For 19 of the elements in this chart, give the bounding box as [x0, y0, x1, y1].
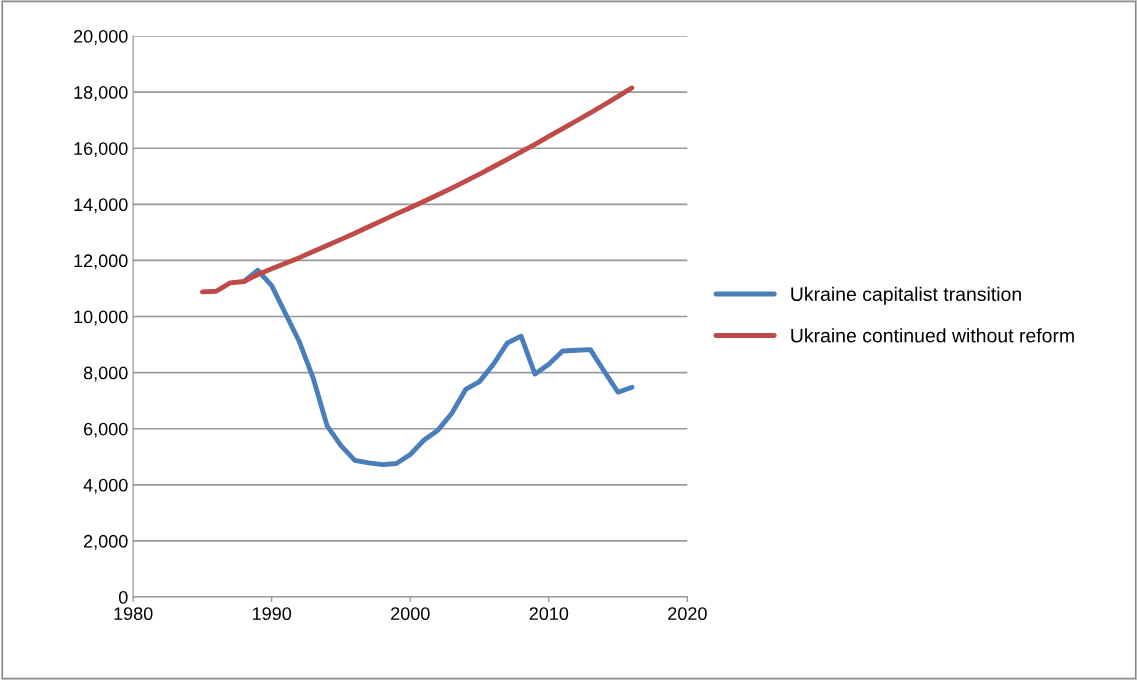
y-tick-label: 18,000 — [74, 86, 128, 101]
y-tick-label: 4,000 — [83, 478, 128, 494]
y-tick-label: 2,000 — [84, 534, 128, 550]
y-tick-label: 20,000 — [73, 29, 128, 45]
y-tick-label: 14,000 — [74, 198, 128, 214]
x-tick-label: 2020 — [668, 607, 707, 621]
x-tick-label: 2000 — [391, 607, 430, 621]
line-series — [199, 85, 635, 295]
y-tick-label: 12,000 — [74, 254, 128, 270]
y-tick-label: 6,000 — [84, 422, 128, 438]
legend-label: Ukraine continued without reform — [791, 328, 1074, 343]
y-tick-label: 16,000 — [74, 142, 128, 158]
x-tick-label: 1980 — [114, 607, 153, 621]
y-tick-label: 8,000 — [83, 366, 128, 382]
y-tick-label: 10,000 — [74, 310, 128, 326]
x-tick-label: 2010 — [529, 607, 569, 621]
y-tick-label: 0 — [118, 590, 128, 604]
x-tick-label: 1990 — [252, 607, 292, 621]
legend-label: Ukraine capitalist transition — [791, 286, 1021, 305]
